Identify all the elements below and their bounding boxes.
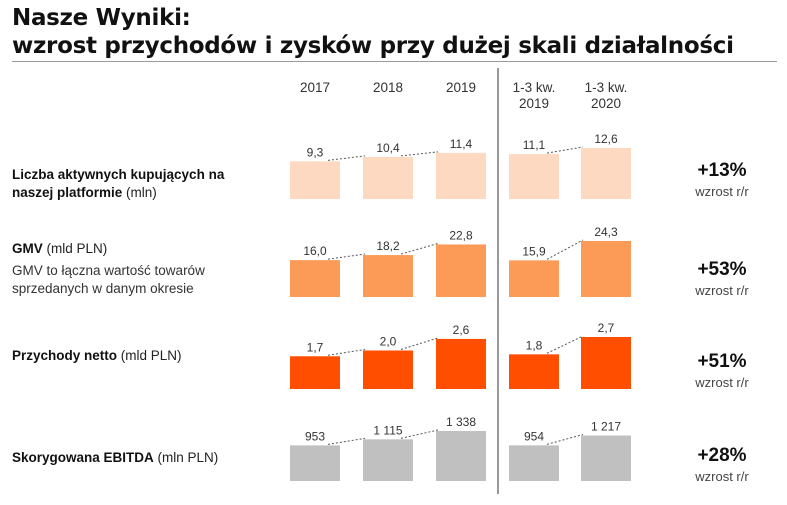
metric-description: GMV to łączna wartość towarów sprzedanyc… (12, 263, 205, 296)
metric-unit: (mln PLN) (157, 450, 219, 465)
value-label-2-2: 2,6 (453, 323, 470, 337)
category-label-3: 1-3 kw. 2019 (513, 80, 556, 111)
metric-name: Przychody netto (12, 348, 118, 363)
bar-0-1 (363, 156, 413, 199)
connector-0-0-1 (327, 155, 366, 161)
bar-2-1 (363, 350, 413, 389)
value-label-0-1: 10,4 (376, 141, 400, 155)
value-label-1-4: 24,3 (594, 225, 618, 239)
row-label-ebitda: Skorygowana EBITDA (mln PLN) (12, 449, 267, 467)
bar-3-1 (363, 439, 413, 481)
category-label-0: 2017 (300, 80, 330, 95)
value-label-0-4: 12,6 (594, 132, 618, 146)
value-label-3-1: 1 115 (373, 423, 402, 437)
bar-3-3 (509, 445, 559, 481)
value-label-0-0: 9,3 (307, 145, 324, 159)
connector-2-3-4 (546, 335, 584, 354)
growth-ebitda: +28% wzrost r/r (670, 445, 774, 485)
growth-revenue: +51% wzrost r/r (670, 351, 774, 391)
connector-0-3-4 (546, 146, 584, 154)
growth-label: wzrost r/r (695, 283, 749, 298)
value-label-3-3: 954 (524, 429, 544, 443)
bar-3-2 (436, 431, 486, 481)
connector-0-1-2 (400, 151, 439, 157)
title-line-2: wzrost przychodów i zysków przy dużej sk… (12, 33, 734, 59)
connector-2-0-1 (327, 348, 366, 356)
bar-2-0 (290, 356, 340, 389)
category-label-4: 1-3 kw. 2020 (585, 80, 628, 111)
connector-1-1-2 (400, 242, 439, 255)
value-label-2-3: 1,8 (526, 338, 543, 352)
value-label-1-0: 16,0 (303, 244, 327, 258)
bar-1-0 (290, 260, 340, 297)
growth-value: +13% (697, 160, 747, 181)
connector-1-3-4 (546, 239, 584, 260)
bar-2-3 (509, 354, 559, 389)
bar-1-3 (509, 260, 559, 297)
growth-value: +53% (697, 259, 747, 280)
value-label-1-3: 15,9 (522, 244, 546, 258)
growth-value: +51% (697, 351, 747, 372)
bar-3-0 (290, 445, 340, 481)
value-label-2-0: 1,7 (307, 340, 324, 354)
value-label-0-2: 11,4 (450, 137, 473, 151)
metric-name: Skorygowana EBITDA (12, 450, 154, 465)
title-line-1: Nasze Wyniki: (12, 5, 191, 31)
page-title: Nasze Wyniki: wzrost przychodów i zysków… (12, 4, 734, 60)
metric-unit: (mld PLN) (120, 348, 182, 363)
row-label-revenue: Przychody netto (mld PLN) (12, 347, 267, 365)
value-label-3-0: 953 (305, 429, 325, 443)
metric-unit: (mln) (126, 185, 157, 200)
row-label-buyers: Liczba aktywnych kupujących na naszej pl… (12, 166, 267, 202)
value-label-1-2: 22,8 (449, 228, 473, 242)
value-label-3-2: 1 338 (446, 415, 476, 429)
metric-unit: (mld PLN) (46, 241, 108, 256)
growth-label: wzrost r/r (695, 375, 749, 390)
growth-gmv: +53% wzrost r/r (670, 259, 774, 299)
bar-2-4 (581, 337, 631, 389)
bar-1-4 (581, 241, 631, 297)
growth-label: wzrost r/r (695, 469, 749, 484)
connector-3-3-4 (546, 434, 584, 445)
value-label-0-3: 11,1 (523, 138, 546, 152)
value-label-2-1: 2,0 (380, 334, 397, 348)
value-label-2-4: 2,7 (598, 321, 615, 335)
growth-buyers: +13% wzrost r/r (670, 160, 774, 200)
category-label-2: 2019 (446, 80, 476, 95)
bar-0-2 (436, 152, 486, 199)
connector-3-1-2 (400, 429, 439, 439)
value-label-1-1: 18,2 (376, 239, 400, 253)
value-label-3-4: 1 217 (591, 420, 621, 434)
bar-1-1 (363, 255, 413, 297)
bar-0-4 (581, 148, 631, 199)
growth-value: +28% (697, 445, 747, 466)
bar-2-2 (436, 338, 486, 389)
connector-2-1-2 (400, 337, 439, 350)
bar-0-3 (509, 154, 559, 199)
bar-3-4 (581, 435, 631, 481)
bar-1-2 (436, 244, 486, 297)
growth-label: wzrost r/r (695, 184, 749, 199)
category-label-1: 2018 (373, 80, 403, 95)
metric-name: GMV (12, 241, 43, 256)
connector-3-0-1 (327, 437, 366, 445)
metric-name: Liczba aktywnych kupujących na naszej pl… (12, 167, 225, 200)
row-label-gmv: GMV (mld PLN) GMV to łączna wartość towa… (12, 240, 267, 298)
connector-1-0-1 (327, 253, 366, 260)
bar-0-0 (290, 161, 340, 199)
title-divider (12, 61, 777, 62)
